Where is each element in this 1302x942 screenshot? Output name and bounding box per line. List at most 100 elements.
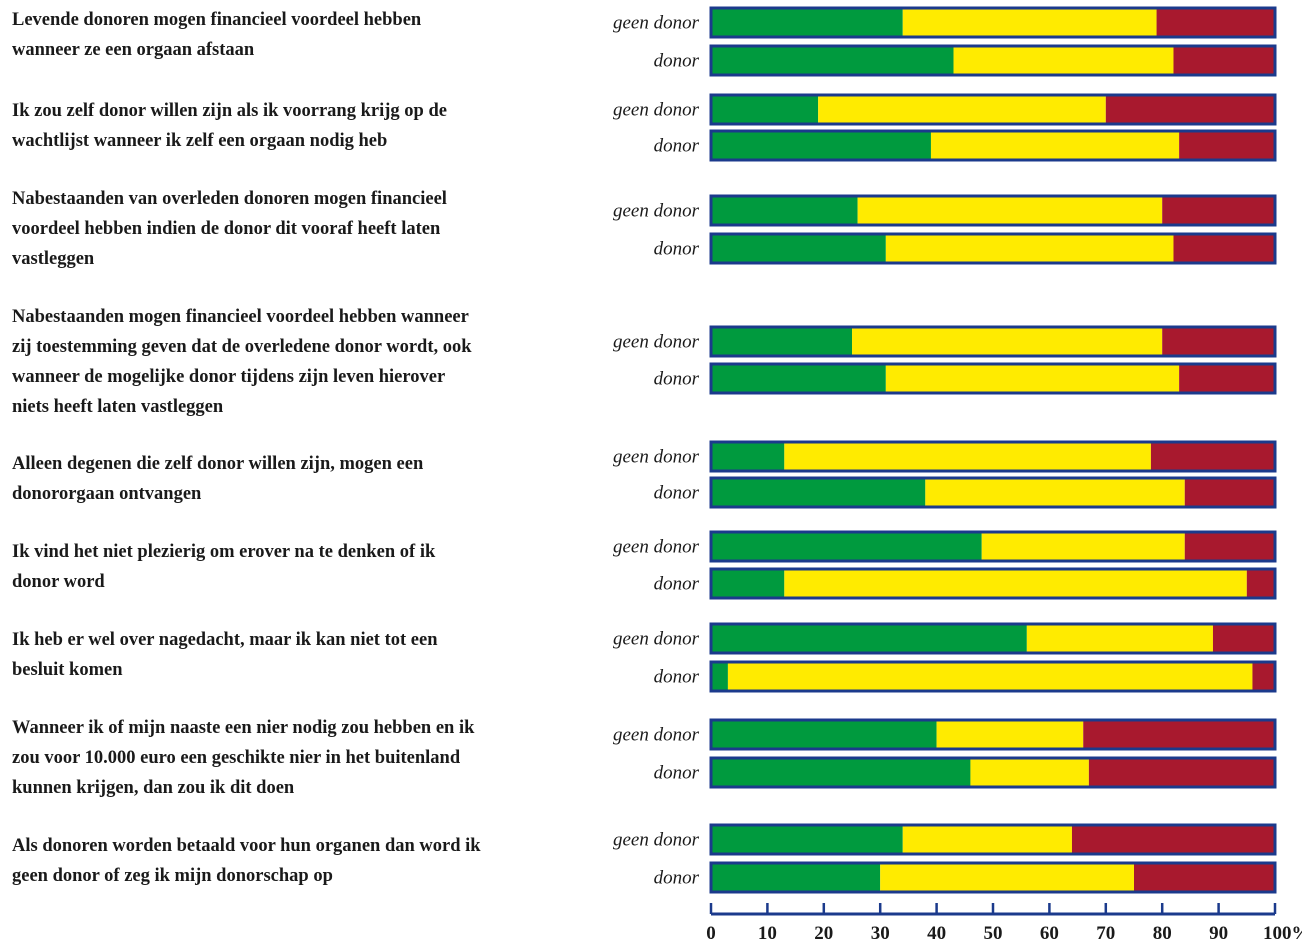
bar-segment-yellow xyxy=(970,758,1089,787)
bar-segment-green xyxy=(711,825,903,854)
bar-outline xyxy=(709,756,1277,789)
bar-segment-green xyxy=(711,569,785,598)
bar-outline xyxy=(709,530,1277,563)
bar-outline xyxy=(709,44,1277,77)
bar-outline xyxy=(709,718,1277,751)
bar-segment-green xyxy=(711,364,886,393)
x-tick-label: 80 xyxy=(1153,923,1172,942)
bar-segment-yellow xyxy=(930,131,1180,160)
x-tick-label: 40 xyxy=(927,923,946,942)
bar-segment-yellow xyxy=(902,8,1157,37)
bar-segment-red xyxy=(1184,478,1275,507)
bar-segment-yellow xyxy=(784,442,1151,471)
bar-segment-red xyxy=(1179,364,1275,393)
bar-segment-red xyxy=(1083,720,1275,749)
bar-segment-red xyxy=(1173,234,1275,263)
bar-outline xyxy=(709,660,1277,693)
bar-outline xyxy=(709,129,1277,162)
bar-segment-red xyxy=(1184,532,1275,561)
bar-outline xyxy=(709,476,1277,509)
bar-outline xyxy=(709,823,1277,856)
bar-row-label: geen donor xyxy=(613,13,700,34)
statement-2: Ik zou zelf donor willen zijn als ik voo… xyxy=(12,101,447,151)
x-tick-label: 20 xyxy=(814,923,833,942)
bar-segment-green xyxy=(711,624,1027,653)
bar-segment-yellow xyxy=(857,196,1163,225)
bar-segment-red xyxy=(1156,8,1275,37)
bar-outline xyxy=(709,232,1277,265)
bar-segment-green xyxy=(711,131,931,160)
bar-row-label: donor xyxy=(654,369,700,390)
bar-row-label: donor xyxy=(654,667,700,688)
statement-3: Nabestaanden van overleden donoren mogen… xyxy=(12,189,447,269)
bar-segment-red xyxy=(1162,196,1275,225)
bar-segment-green xyxy=(711,532,982,561)
bar-segment-yellow xyxy=(727,662,1253,691)
bar-outline xyxy=(709,567,1277,600)
bar-segment-green xyxy=(711,8,903,37)
bar-row-label: donor xyxy=(654,136,700,157)
bar-row-label: geen donor xyxy=(613,332,700,353)
bar-outline xyxy=(709,6,1277,39)
statement-4: Nabestaanden mogen financieel voordeel h… xyxy=(12,307,472,417)
bar-segment-red xyxy=(1162,327,1275,356)
bar-outline xyxy=(709,362,1277,395)
statement-6: Ik vind het niet plezierig om erover na … xyxy=(12,542,436,592)
bar-segment-green xyxy=(711,863,881,892)
bar-row-label: donor xyxy=(654,868,700,889)
bar-segment-red xyxy=(1246,569,1275,598)
bar-outline xyxy=(709,93,1277,126)
bar-segment-green xyxy=(711,196,858,225)
bar-segment-green xyxy=(711,327,852,356)
bar-segment-green xyxy=(711,234,886,263)
x-tick-label: 70 xyxy=(1096,923,1115,942)
statement-5: Alleen degenen die zelf donor willen zij… xyxy=(12,454,424,504)
x-tick-label: 60 xyxy=(1040,923,1059,942)
x-tick-label: 30 xyxy=(871,923,890,942)
statement-7: Ik heb er wel over nagedacht, maar ik ka… xyxy=(12,630,438,680)
bar-segment-yellow xyxy=(784,569,1247,598)
statement-9: Als donoren worden betaald voor hun orga… xyxy=(12,836,481,886)
bar-row-label: geen donor xyxy=(613,201,700,222)
bar-segment-red xyxy=(1088,758,1275,787)
bar-outline xyxy=(709,440,1277,473)
bar-segment-red xyxy=(1150,442,1275,471)
bar-segment-green xyxy=(711,758,971,787)
x-tick-label: 50 xyxy=(984,923,1003,942)
bar-row-label: donor xyxy=(654,51,700,72)
bar-row-label: geen donor xyxy=(613,537,700,558)
x-tick-label: 90 xyxy=(1209,923,1228,942)
statement-1: Levende donoren mogen financieel voordee… xyxy=(12,10,422,60)
bar-segment-red xyxy=(1179,131,1275,160)
bar-segment-yellow xyxy=(936,720,1084,749)
bar-segment-yellow xyxy=(885,234,1174,263)
bar-segment-yellow xyxy=(1026,624,1213,653)
bar-segment-red xyxy=(1105,95,1275,124)
bar-segment-yellow xyxy=(852,327,1163,356)
bar-outline xyxy=(709,325,1277,358)
bar-row-label: donor xyxy=(654,483,700,504)
bar-segment-green xyxy=(711,442,785,471)
bar-segment-yellow xyxy=(981,532,1185,561)
bar-segment-yellow xyxy=(818,95,1106,124)
bar-row-label: donor xyxy=(654,239,700,260)
bar-segment-yellow xyxy=(885,364,1180,393)
statement-8: Wanneer ik of mijn naaste een nier nodig… xyxy=(12,718,475,798)
bar-row-label: geen donor xyxy=(613,725,700,746)
bar-segment-green xyxy=(711,95,819,124)
bar-segment-yellow xyxy=(902,825,1072,854)
bar-outline xyxy=(709,861,1277,894)
bar-segment-yellow xyxy=(953,46,1174,75)
x-tick-label: 0 xyxy=(706,923,716,942)
x-tick-label: 100% xyxy=(1263,923,1302,942)
bar-segment-red xyxy=(1252,662,1275,691)
bar-row-label: donor xyxy=(654,574,700,595)
bar-segment-green xyxy=(711,46,954,75)
bar-outline xyxy=(709,622,1277,655)
bar-segment-yellow xyxy=(925,478,1185,507)
bar-row-label: geen donor xyxy=(613,830,700,851)
bar-segment-red xyxy=(1212,624,1275,653)
bar-segment-red xyxy=(1173,46,1275,75)
bar-segment-green xyxy=(711,662,728,691)
